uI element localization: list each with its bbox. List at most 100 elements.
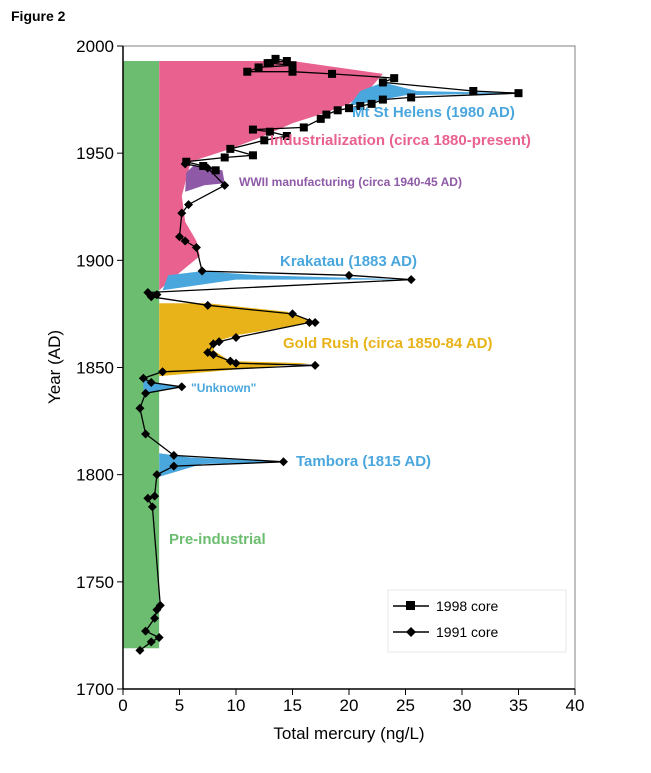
- data-point-1991-core: [177, 208, 187, 218]
- data-point-1998-core: [199, 162, 208, 171]
- data-point-1991-core: [191, 242, 201, 252]
- data-point-1998-core: [367, 99, 376, 108]
- data-point-1991-core: [288, 309, 297, 319]
- x-tick-label: 40: [566, 696, 585, 715]
- data-point-1991-core: [141, 429, 151, 439]
- data-point-1998-core: [226, 144, 235, 153]
- data-point-1998-core: [514, 89, 523, 98]
- data-point-1991-core: [169, 450, 179, 460]
- annotation-unknown: "Unknown": [191, 381, 256, 395]
- data-point-1998-core: [390, 74, 399, 83]
- data-point-1998-core: [378, 78, 387, 87]
- y-axis-ticks: 1700 1750 1800 1850 1900 1950 2000: [76, 37, 123, 699]
- data-point-1991-core: [152, 470, 162, 480]
- annotation-mt-st-helens: Mt St Helens (1980 AD): [352, 104, 515, 121]
- figure-label: Figure 2: [11, 8, 66, 24]
- data-point-1998-core: [299, 123, 308, 132]
- data-point-1998-core: [345, 104, 353, 113]
- data-point-1991-core: [169, 461, 179, 471]
- annotation-krakatau: Krakatau (1883 AD): [280, 253, 417, 270]
- y-tick-label: 1850: [76, 359, 114, 378]
- shaded-regions: [123, 61, 519, 649]
- data-point-1991-core: [180, 236, 190, 246]
- data-point-1991-core: [138, 373, 148, 383]
- x-tick-label: 10: [227, 696, 246, 715]
- x-tick-label: 20: [340, 696, 359, 715]
- data-point-1998-core: [248, 125, 257, 134]
- data-point-1991-core: [197, 266, 207, 276]
- data-point-1991-core: [150, 491, 160, 501]
- data-point-1991-core: [154, 633, 164, 643]
- data-point-1991-core: [231, 332, 241, 342]
- data-point-1998-core: [322, 110, 331, 119]
- x-tick-label: 15: [283, 696, 302, 715]
- data-point-1998-core: [407, 93, 416, 102]
- data-point-1991-core: [141, 626, 151, 636]
- data-point-1998-core: [271, 54, 280, 63]
- data-point-1991-core: [143, 287, 153, 297]
- data-point-1991-core: [203, 347, 213, 357]
- data-point-1998-core: [378, 95, 387, 104]
- x-tick-label: 35: [509, 696, 528, 715]
- legend-marker-1991: [406, 627, 416, 637]
- annotation-gold-rush: Gold Rush (circa 1850-84 AD): [283, 335, 493, 352]
- data-point-1991-core: [203, 163, 213, 173]
- data-point-1998-core: [469, 87, 478, 96]
- data-point-1998-core: [288, 67, 297, 76]
- data-point-1998-core: [254, 63, 263, 72]
- legend-box: [387, 589, 567, 653]
- y-tick-label: 1750: [76, 573, 114, 592]
- region-unknown: [143, 378, 182, 394]
- data-point-1998-core: [263, 59, 272, 68]
- data-point-1991-core: [177, 382, 187, 392]
- data-point-1991-core: [155, 600, 165, 610]
- data-point-1998-core: [282, 132, 291, 141]
- x-tick-label: 30: [453, 696, 472, 715]
- annotation-industrialization: Industrialization (circa 1880-present): [270, 132, 531, 149]
- region-pre-industrial: [123, 61, 160, 649]
- data-point-1998-core: [243, 67, 252, 76]
- data-point-1991-core: [141, 388, 151, 398]
- region-industrialization: [159, 61, 383, 291]
- data-point-1991-core: [143, 493, 153, 503]
- data-point-1998-core: [265, 127, 274, 136]
- series-markers: [135, 54, 523, 655]
- region-mt-st-helens: [349, 82, 519, 106]
- x-tick-label: 25: [396, 696, 415, 715]
- data-point-1998-core: [248, 151, 257, 160]
- data-point-1991-core: [214, 337, 224, 347]
- legend-marker-1998: [406, 601, 415, 610]
- legend-label-1991: 1991 core: [436, 624, 498, 640]
- data-point-1991-core: [180, 159, 190, 169]
- data-point-1991-core: [220, 180, 230, 190]
- data-point-1991-core: [150, 613, 160, 623]
- region-tambora: [159, 453, 284, 477]
- annotation-pre-industrial: Pre-industrial: [169, 531, 266, 548]
- data-point-1991-core: [147, 502, 157, 512]
- data-point-1991-core: [225, 356, 235, 366]
- y-tick-label: 1800: [76, 466, 114, 485]
- data-point-1991-core: [310, 360, 320, 370]
- x-tick-label: 0: [118, 696, 127, 715]
- annotation-tambora: Tambora (1815 AD): [296, 453, 431, 470]
- data-point-1991-core: [304, 317, 314, 327]
- x-axis-label: Total mercury (ng/L): [273, 724, 424, 743]
- legend-label-1998: 1998 core: [436, 598, 498, 614]
- data-point-1991-core: [278, 457, 288, 467]
- data-point-1991-core: [344, 270, 354, 280]
- data-point-1991-core: [175, 232, 184, 242]
- data-point-1991-core: [406, 275, 416, 285]
- x-tick-label: 5: [175, 696, 184, 715]
- data-point-1991-core: [158, 367, 168, 377]
- data-point-1998-core: [288, 61, 297, 70]
- data-point-1998-core: [333, 106, 342, 115]
- data-point-1991-core: [135, 403, 145, 413]
- data-point-1991-core: [203, 300, 213, 310]
- data-point-1998-core: [211, 166, 220, 175]
- annotation-wwii: WWII manufacturing (circa 1940-45 AD): [239, 175, 462, 189]
- data-point-1998-core: [220, 153, 229, 162]
- data-point-1998-core: [356, 102, 365, 111]
- data-point-1998-core: [282, 57, 291, 66]
- data-point-1991-core: [146, 637, 156, 647]
- y-axis-label: Year (AD): [45, 330, 64, 404]
